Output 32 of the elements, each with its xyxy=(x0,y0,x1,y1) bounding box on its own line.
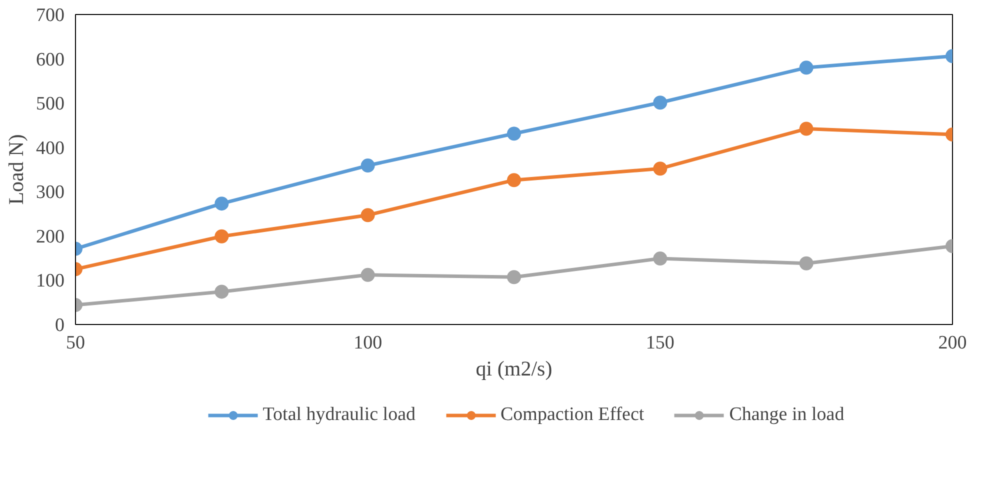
legend-label: Change in load xyxy=(729,404,844,426)
point xyxy=(507,270,521,284)
legend-label: Compaction Effect xyxy=(500,404,644,426)
y-tick-label: 700 xyxy=(36,5,64,26)
point xyxy=(653,252,668,266)
x-tick-label: 100 xyxy=(354,332,382,354)
y-axis-title: Load N) xyxy=(4,134,28,205)
y-tick-label: 0 xyxy=(55,315,64,336)
y-tick-label: 300 xyxy=(36,182,64,204)
point xyxy=(799,256,814,270)
point xyxy=(360,158,375,172)
y-tick-label: 500 xyxy=(36,94,64,115)
point xyxy=(214,229,229,244)
point xyxy=(507,126,521,141)
point xyxy=(214,284,229,299)
point xyxy=(360,208,375,222)
y-tick-label: 100 xyxy=(36,270,64,292)
point xyxy=(507,173,521,188)
point xyxy=(214,196,229,211)
x-axis-title: qi (m2/s) xyxy=(476,356,552,380)
point xyxy=(799,60,814,75)
y-tick-label: 200 xyxy=(36,226,64,248)
y-tick-label: 400 xyxy=(36,138,64,159)
legend-label: Total hydraulic load xyxy=(262,404,416,426)
point xyxy=(653,162,668,176)
point xyxy=(799,122,814,136)
x-tick-label: 200 xyxy=(938,332,967,354)
x-tick-label: 150 xyxy=(646,332,674,354)
x-tick-label: 50 xyxy=(66,332,85,354)
point xyxy=(653,96,668,110)
y-tick-label: 600 xyxy=(36,49,64,70)
point xyxy=(360,268,375,282)
